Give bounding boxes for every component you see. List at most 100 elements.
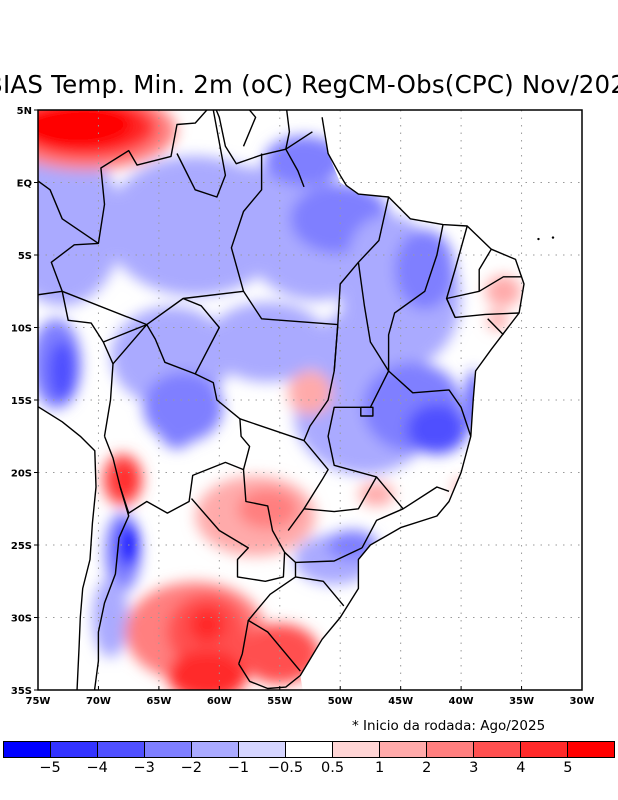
colorbar-labels: −5 −4 −3 −2 −1 −0.5 0.5 1 2 3 4 5 [3,760,615,780]
border-brazil-west [50,110,208,437]
bias-contour-blob [358,482,395,507]
x-tick-label: 40W [449,696,474,707]
bias-contour-blob [167,650,248,690]
bias-contour-blob [92,577,129,658]
bias-contour-blob [38,110,135,150]
border-colombia-peru [38,180,99,244]
run-start-note: * Inicio da rodada: Ago/2025 [352,718,546,734]
state-border [103,323,148,343]
state-border [295,547,363,564]
x-tick-label: 60W [207,696,232,707]
bias-contour-blob [189,606,226,643]
state-border [176,110,227,198]
colorbar-level-label: −1 [227,760,250,776]
colorbar-swatch [4,742,51,757]
colorbar-swatch [568,742,614,757]
state-border [61,290,338,326]
y-tick-label: 30S [11,614,32,625]
pacific-ocean [38,405,96,690]
colorbar-level-label: 3 [469,760,479,776]
colorbar-level-label: −4 [86,760,108,776]
bias-contour-blob [48,341,77,401]
x-tick-label: 70W [86,696,111,707]
border-guyana-suriname [242,110,257,147]
y-tick-label: EQ [17,179,32,190]
bias-contour-blob [406,404,467,454]
bias-contour-blob [487,310,508,331]
bias-contour-blob [394,229,455,310]
state-border [287,440,329,531]
coastline-pacific [38,405,97,690]
state-border [295,576,345,607]
state-border [487,318,504,336]
grid-lines [38,110,582,690]
colorbar-swatch [427,742,474,757]
y-tick-label: 5S [18,251,32,262]
bias-contour-blob [113,463,137,496]
colorbar-swatch [98,742,145,757]
colorbar-swatch [192,742,239,757]
state-border [361,508,404,549]
y-tick-label: 5N [17,106,32,117]
x-tick-label: 75W [26,696,51,707]
colorbar-swatch [286,742,333,757]
colorbar-swatch [145,742,192,757]
island-marker [551,236,555,239]
colorbar-level-label: −3 [133,760,155,776]
border-chile-argentina [93,436,130,690]
colorbar-swatch [380,742,427,757]
border-peru-interior [38,290,63,296]
colorbar-level-label: −0.5 [267,760,304,776]
colorbar-level-label: 0.5 [321,760,345,776]
colorbar-level-label: 1 [374,760,385,776]
state-border [182,297,221,375]
state-border [387,224,444,371]
bias-contour-blob [485,275,522,308]
bias-contour-blob [159,409,195,449]
country-borders [38,110,555,690]
y-axis: 5N EQ 5S 10S 15S 20S 25S 30S 35S [11,106,38,697]
y-tick-label: 25S [11,541,32,552]
x-axis: 75W 70W 65W 60W 55W 50W 45W 40W 35W 30W [26,686,595,707]
border-bolivia [112,323,251,514]
bias-map: 75W 70W 65W 60W 55W 50W 45W 40W 35W 30W 5N EQ 5S 10S… [11,106,595,707]
x-tick-label: 65W [146,696,171,707]
colorbar-swatch [333,742,380,757]
state-border [333,261,359,372]
chart-title: BIAS Temp. Min. 2m (oC) RegCM-Obs(CPC) N… [0,70,618,99]
colorbar-swatch [239,742,286,757]
x-tick-label: 35W [509,696,534,707]
bias-contour-blob [207,302,328,382]
state-border [327,370,450,510]
border-uruguay-argentina [238,620,249,665]
state-border [360,406,374,417]
border-suriname-frguiana [285,110,291,150]
y-tick-label: 10S [11,324,32,335]
bias-contour-blob [288,370,332,415]
island-marker [537,237,540,241]
colorbar-swatch [51,742,98,757]
y-tick-label: 35S [11,686,32,697]
x-tick-label: 50W [328,696,353,707]
colorbar-level-label: 4 [516,760,526,776]
state-border [357,196,390,372]
state-border [388,370,472,437]
colorbar-swatch [474,742,521,757]
colorbar-level-label: −2 [180,760,202,776]
border-paraguay [190,469,286,582]
x-tick-label: 55W [267,696,292,707]
state-border [303,476,378,513]
colorbar-level-label: 5 [563,760,573,776]
state-border [445,290,520,319]
y-tick-label: 15S [11,396,32,407]
x-tick-label: 45W [388,696,413,707]
bias-contour-blob [264,135,344,186]
colorbar-swatch [521,742,568,757]
colorbar-level-label: 2 [422,760,432,776]
x-tick-label: 30W [570,696,595,707]
colorbar [3,741,615,758]
y-tick-label: 20S [11,469,32,480]
colorbar-level-label: −5 [39,760,61,776]
state-border [230,153,263,292]
state-border [285,148,305,188]
